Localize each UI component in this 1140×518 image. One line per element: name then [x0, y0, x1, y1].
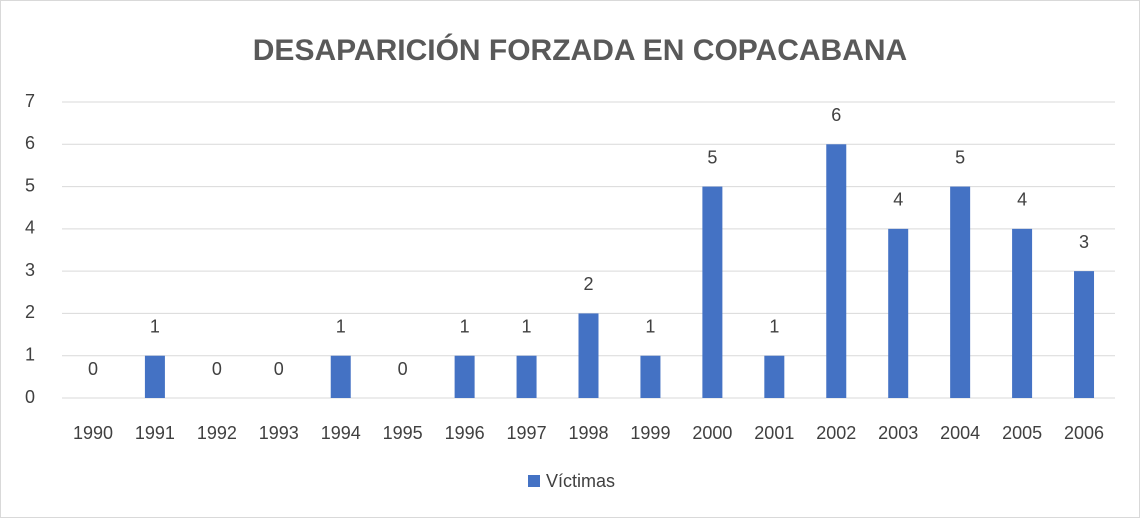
x-tick-label: 2006	[1064, 423, 1104, 443]
data-label: 0	[274, 359, 284, 379]
bar	[516, 355, 537, 398]
bar	[888, 228, 909, 398]
bar	[764, 355, 785, 398]
bar	[1012, 228, 1033, 398]
data-label: 1	[150, 316, 160, 336]
data-label: 1	[769, 316, 779, 336]
data-label: 5	[707, 147, 717, 167]
bar	[826, 144, 847, 398]
x-tick-label: 1999	[630, 423, 670, 443]
bar	[144, 355, 165, 398]
data-label: 6	[831, 105, 841, 125]
bar	[578, 313, 599, 398]
x-tick-label: 2003	[878, 423, 918, 443]
y-tick-label: 5	[25, 175, 35, 195]
y-tick-label: 7	[25, 91, 35, 111]
y-tick-label: 3	[25, 260, 35, 280]
x-tick-label: 1996	[445, 423, 485, 443]
y-tick-label: 6	[25, 133, 35, 153]
data-label: 5	[955, 147, 965, 167]
bar	[702, 186, 723, 398]
data-label: 3	[1079, 232, 1089, 252]
y-tick-label: 2	[25, 302, 35, 322]
x-tick-label: 1993	[259, 423, 299, 443]
y-tick-label: 0	[25, 387, 35, 407]
data-label: 4	[893, 190, 903, 210]
bar	[454, 355, 475, 398]
y-tick-label: 1	[25, 344, 35, 364]
x-tick-label: 1992	[197, 423, 237, 443]
x-tick-label: 1998	[568, 423, 608, 443]
x-tick-label: 2002	[816, 423, 856, 443]
x-tick-label: 2000	[692, 423, 732, 443]
data-label: 0	[212, 359, 222, 379]
data-label: 1	[522, 316, 532, 336]
data-label: 0	[398, 359, 408, 379]
x-tick-label: 1995	[383, 423, 423, 443]
data-label: 1	[460, 316, 470, 336]
x-tick-label: 1997	[507, 423, 547, 443]
x-tick-label: 2001	[754, 423, 794, 443]
bar	[640, 355, 661, 398]
legend-label: Víctimas	[546, 471, 615, 491]
legend-swatch	[528, 475, 540, 487]
bar	[1074, 271, 1095, 398]
x-tick-label: 2004	[940, 423, 980, 443]
bar	[950, 186, 971, 398]
x-tick-label: 1990	[73, 423, 113, 443]
x-tick-label: 1994	[321, 423, 361, 443]
x-tick-label: 1991	[135, 423, 175, 443]
data-label: 0	[88, 359, 98, 379]
data-label: 2	[583, 274, 593, 294]
x-tick-label: 2005	[1002, 423, 1042, 443]
data-label: 4	[1017, 190, 1027, 210]
data-label: 1	[645, 316, 655, 336]
bar	[330, 355, 351, 398]
data-label: 1	[336, 316, 346, 336]
chart-title: DESAPARICIÓN FORZADA EN COPACABANA	[253, 33, 907, 67]
y-tick-label: 4	[25, 218, 35, 238]
